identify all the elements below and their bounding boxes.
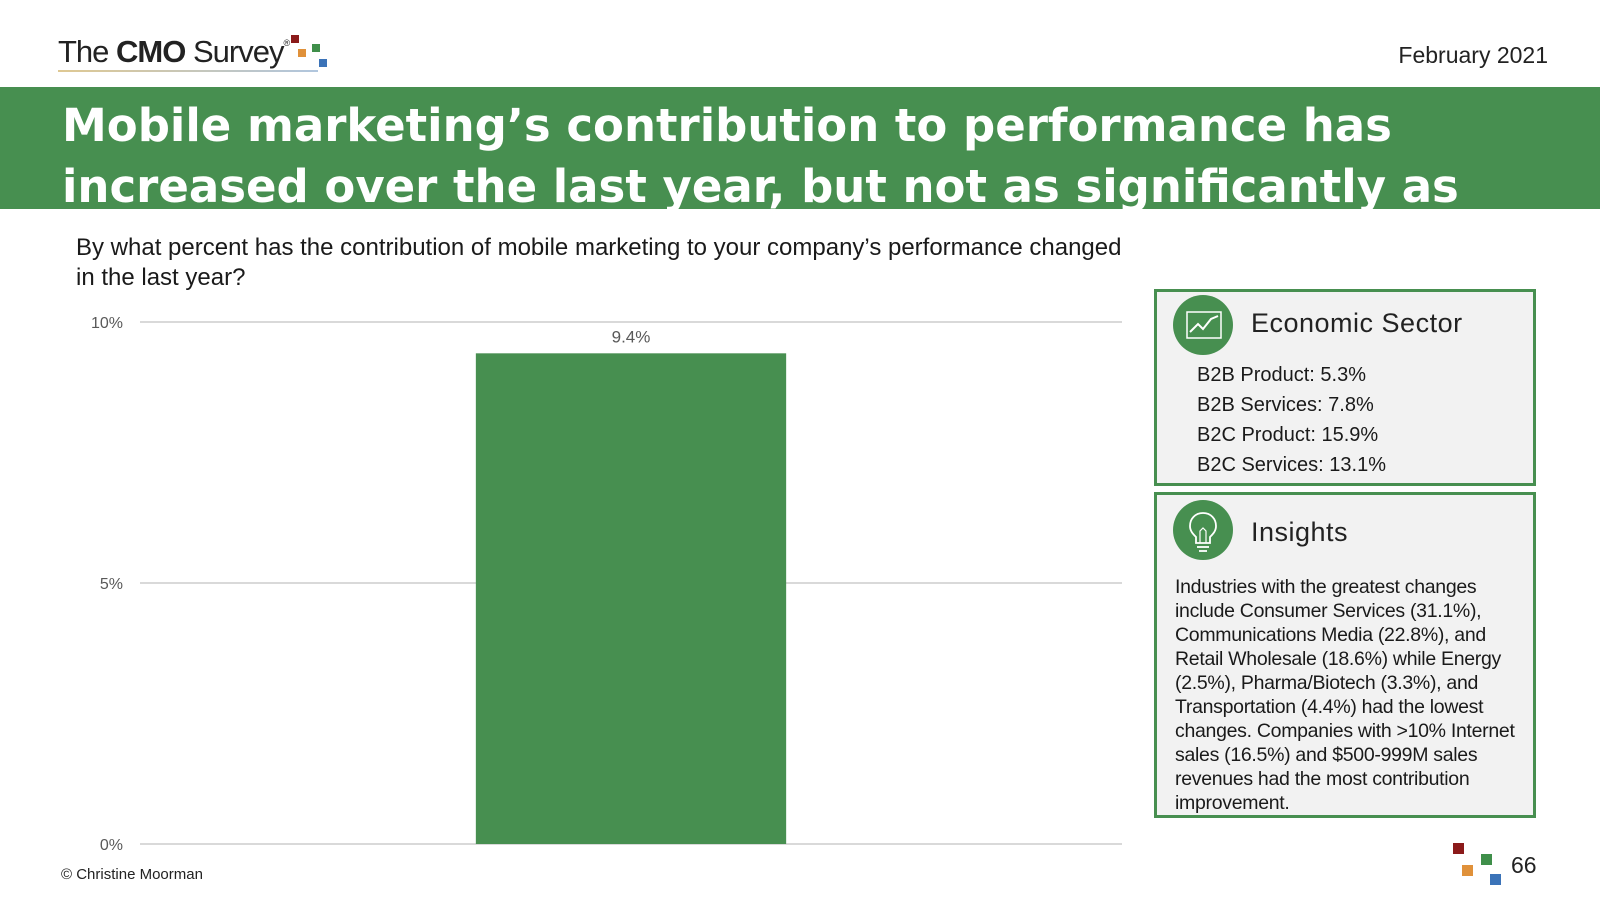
logo-wordmark: The CMO Survey®: [58, 34, 290, 69]
y-tick-label: 0%: [100, 837, 123, 854]
logo-square-red: [291, 35, 299, 43]
y-tick-label: 5%: [100, 576, 123, 593]
footer-square-red: [1453, 843, 1464, 854]
sector-item: B2C Product: 15.9%: [1197, 424, 1379, 446]
copyright: © Christine Moorman: [61, 866, 203, 883]
logo-square-blue: [319, 59, 327, 67]
footer-square-orange: [1462, 865, 1473, 876]
insights-panel: Insights Industries with the greatest ch…: [1154, 492, 1536, 818]
line-chart-icon: [1173, 295, 1233, 355]
title-banner: Mobile marketing’s contribution to perfo…: [0, 87, 1600, 274]
logo-underline: [58, 70, 318, 72]
sector-item: B2C Services: 13.1%: [1197, 454, 1386, 476]
economic-sector-title: Economic Sector: [1251, 308, 1463, 338]
survey-question: By what percent has the contribution of …: [76, 234, 1122, 291]
economic-sector-panel: Economic Sector B2B Product: 5.3% B2B Se…: [1154, 289, 1536, 486]
lightbulb-icon: [1173, 500, 1233, 560]
data-label: 9.4%: [612, 327, 651, 346]
sector-item: B2B Services: 7.8%: [1197, 394, 1374, 416]
y-tick-label: 10%: [91, 315, 123, 332]
report-date: February 2021: [1398, 42, 1548, 68]
footer-square-green: [1481, 854, 1492, 865]
bar: [475, 353, 787, 844]
logo-square-orange: [298, 49, 306, 57]
slide-title: Mobile marketing’s contribution to perfo…: [62, 99, 1459, 274]
insights-text: Industries with the greatest changes inc…: [1175, 576, 1515, 814]
page-number: 66: [1511, 852, 1537, 878]
logo-square-green: [312, 44, 320, 52]
sector-item: B2B Product: 5.3%: [1197, 364, 1366, 386]
footer-square-blue: [1490, 874, 1501, 885]
insights-title: Insights: [1251, 517, 1349, 547]
